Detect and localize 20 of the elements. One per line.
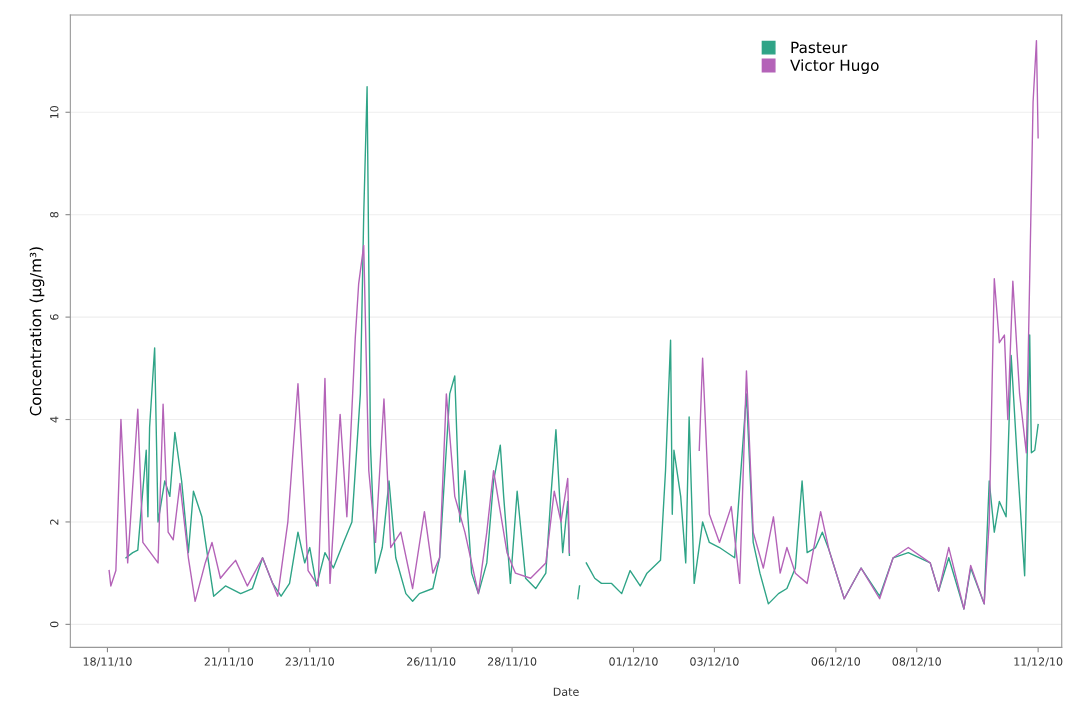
y-tick-label: 10 xyxy=(50,105,59,119)
x-tick-label: 23/11/10 xyxy=(285,657,334,667)
y-tick-label: 0 xyxy=(50,621,59,628)
y-tick-label: 2 xyxy=(50,519,59,525)
x-tick-label: 06/12/10 xyxy=(811,657,861,667)
legend-label: Pasteur xyxy=(791,41,848,54)
x-tick-label: 26/11/10 xyxy=(407,657,456,667)
x-tick-label: 03/12/10 xyxy=(690,657,739,667)
y-axis-title: Concentration (µg/m³) xyxy=(29,247,45,416)
x-tick-label: 01/12/10 xyxy=(609,657,658,667)
x-tick-label: 28/11/10 xyxy=(487,657,537,667)
x-tick-label: 21/11/10 xyxy=(204,657,254,667)
y-tick-label: 6 xyxy=(50,314,59,320)
y-tick-label: 4 xyxy=(50,416,59,423)
y-tick-label: 8 xyxy=(50,211,59,218)
x-axis-title: Date xyxy=(553,687,579,696)
x-tick-label: 08/12/10 xyxy=(892,657,941,667)
legend-label: Victor Hugo xyxy=(790,59,879,74)
x-tick-label: 18/11/10 xyxy=(83,657,132,667)
x-tick-label: 11/12/10 xyxy=(1014,657,1063,667)
